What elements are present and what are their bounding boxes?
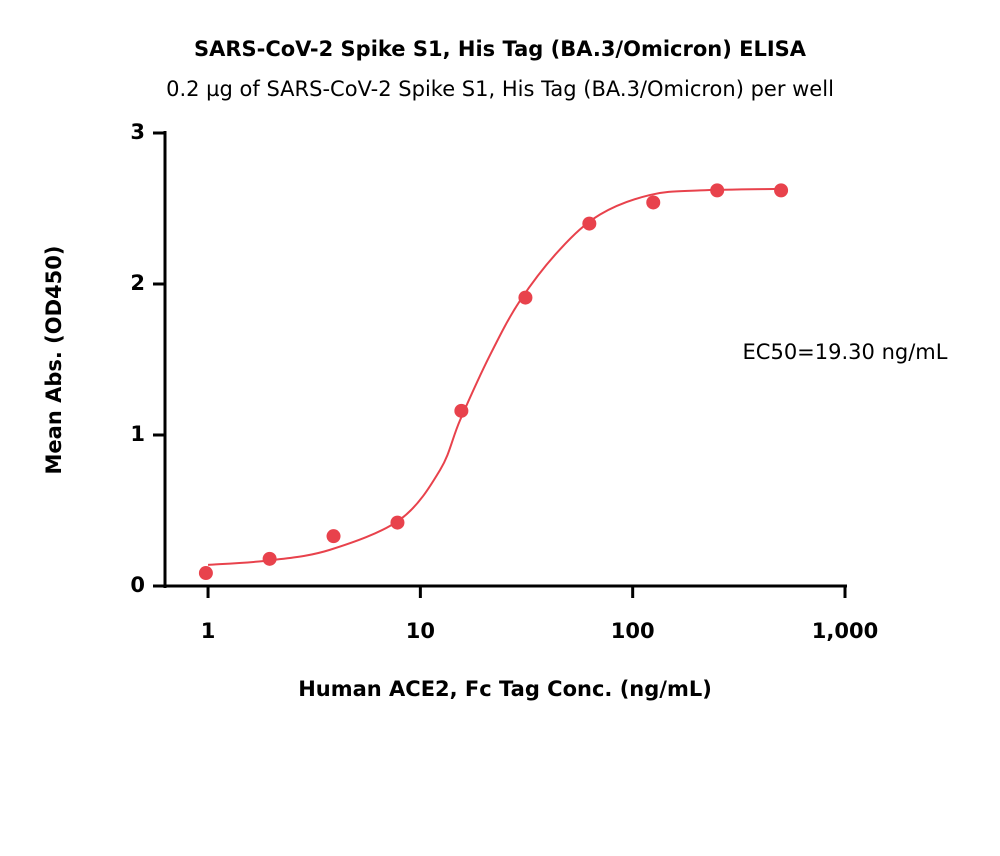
- data-point: [646, 195, 661, 210]
- data-point: [198, 566, 213, 581]
- chart-subtitle: 0.2 µg of SARS-CoV-2 Spike S1, His Tag (…: [166, 77, 834, 101]
- y-tick-label: 1: [130, 422, 145, 446]
- data-point: [518, 290, 533, 305]
- chart-title: SARS-CoV-2 Spike S1, His Tag (BA.3/Omicr…: [194, 37, 807, 61]
- x-tick-label: 1,000: [812, 619, 878, 643]
- annotation: EC50=19.30 ng/mL: [743, 340, 948, 364]
- y-tick-label: 3: [130, 120, 145, 144]
- data-point: [390, 515, 405, 530]
- data-point: [326, 529, 341, 544]
- y-axis-label: Mean Abs. (OD450): [42, 246, 66, 475]
- data-point: [582, 216, 597, 231]
- x-tick-label: 100: [611, 619, 655, 643]
- x-tick-label: 10: [406, 619, 435, 643]
- fit-curve: [207, 187, 781, 566]
- y-tick-label: 2: [130, 271, 145, 295]
- data-point: [710, 183, 725, 198]
- data-point: [262, 551, 277, 566]
- x-tick-label: 1: [201, 619, 216, 643]
- x-axis-label: Human ACE2, Fc Tag Conc. (ng/mL): [298, 677, 712, 701]
- data-point: [454, 403, 469, 418]
- data-point: [774, 183, 789, 198]
- y-tick-label: 0: [130, 573, 145, 597]
